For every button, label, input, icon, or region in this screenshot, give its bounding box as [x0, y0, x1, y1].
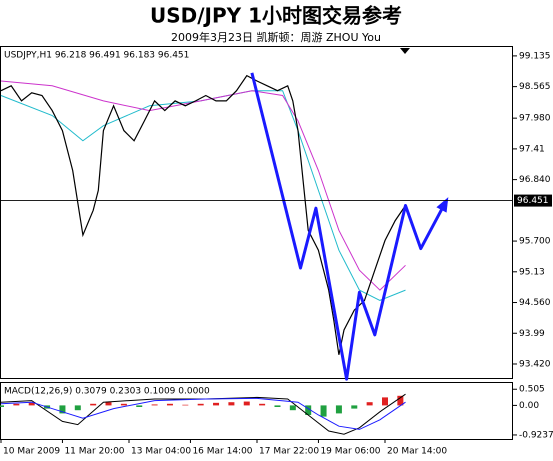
- histogram-bar: [397, 395, 404, 406]
- y-tick-label: 0.505: [519, 385, 545, 395]
- x-tick-label: 11 Mar 20:00: [64, 447, 124, 457]
- price-panel: [0, 46, 513, 379]
- series-line: [0, 80, 406, 291]
- histogram-bar: [28, 402, 35, 406]
- y-tick-label: 93.99: [519, 329, 545, 339]
- x-tick-label: 20 Mar 14:00: [387, 447, 447, 457]
- histogram-bar: [366, 402, 373, 406]
- histogram-bar: [90, 403, 97, 406]
- histogram-bar: [243, 401, 250, 406]
- histogram-bar: [136, 405, 143, 407]
- current-price-label: 96.451: [517, 196, 549, 206]
- x-tick-label: 17 Mar 22:00: [259, 447, 319, 457]
- projection-arrowhead: [436, 197, 449, 213]
- histogram-bar: [335, 405, 342, 414]
- x-tick-label: 13 Mar 04:00: [131, 447, 191, 457]
- histogram-bar: [259, 403, 266, 406]
- histogram-bar: [105, 402, 112, 406]
- chart-subtitle: 2009年3月23日 凯斯顿：周游 ZHOU You: [171, 30, 381, 44]
- chart-title: USD/JPY 1小时图交易参考: [150, 4, 402, 28]
- histogram-bar: [320, 405, 327, 417]
- projection-line: [250, 72, 448, 381]
- histogram-bar: [166, 403, 173, 406]
- y-tick-label: 98.565: [519, 82, 551, 92]
- y-tick-label: -0.9237: [519, 430, 553, 440]
- shift-marker: [400, 48, 410, 54]
- histogram-bar: [120, 403, 127, 406]
- histogram-bar: [382, 397, 388, 406]
- histogram-bar: [182, 404, 189, 406]
- y-tick-label: 93.420: [519, 359, 551, 369]
- series-line: [0, 393, 406, 435]
- y-tick-label: 0.00: [519, 401, 539, 411]
- histogram-bar: [197, 403, 204, 406]
- series-line: [0, 397, 406, 430]
- histogram-bar: [0, 405, 4, 407]
- histogram-bar: [305, 405, 312, 415]
- price-header: USDJPY,H1 96.218 96.491 96.183 96.451: [4, 51, 189, 61]
- histogram-bar: [13, 403, 20, 406]
- y-tick-label: 99.135: [519, 51, 551, 61]
- y-tick-label: 96.840: [519, 175, 551, 185]
- macd-header: MACD(12,26,9) 0.3079 0.2303 0.1009 0.000…: [4, 387, 210, 397]
- x-tick-label: 10 Mar 2009: [3, 447, 60, 457]
- series-line: [0, 90, 406, 301]
- y-tick-label: 94.560: [519, 298, 551, 308]
- series-line: [0, 74, 406, 355]
- current-price-box: [514, 194, 552, 207]
- y-tick-label: 95.13: [519, 267, 545, 277]
- histogram-bar: [228, 402, 235, 406]
- histogram-bar: [59, 405, 66, 414]
- y-tick-label: 95.700: [519, 237, 551, 247]
- y-tick-label: 97.41: [519, 144, 545, 154]
- histogram-bar: [289, 405, 296, 411]
- x-tick-label: 19 Mar 06:00: [320, 447, 380, 457]
- y-tick-label: 97.980: [519, 114, 551, 124]
- histogram-bar: [213, 402, 220, 406]
- histogram-bar: [274, 405, 281, 407]
- histogram-bar: [351, 405, 358, 409]
- histogram-bar: [74, 405, 81, 411]
- x-tick-label: 16 Mar 14:00: [192, 447, 252, 457]
- histogram-bar: [151, 404, 158, 406]
